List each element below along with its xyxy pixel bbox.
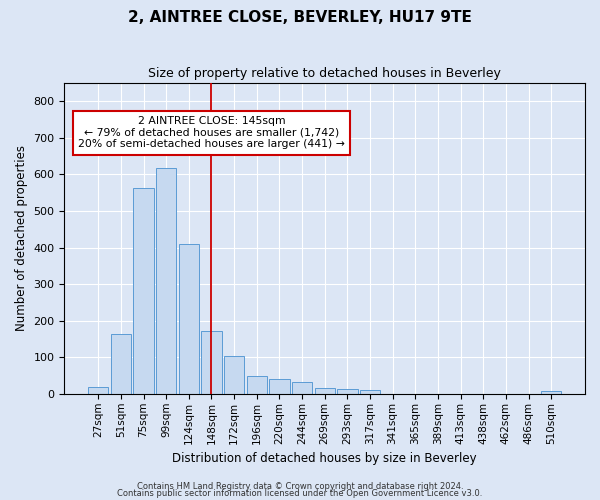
- Bar: [224, 356, 244, 394]
- Bar: [541, 392, 562, 394]
- Bar: [314, 388, 335, 394]
- Title: Size of property relative to detached houses in Beverley: Size of property relative to detached ho…: [148, 68, 501, 80]
- Bar: [201, 331, 221, 394]
- Text: Contains public sector information licensed under the Open Government Licence v3: Contains public sector information licen…: [118, 490, 482, 498]
- Bar: [247, 376, 267, 394]
- Text: 2 AINTREE CLOSE: 145sqm
← 79% of detached houses are smaller (1,742)
20% of semi: 2 AINTREE CLOSE: 145sqm ← 79% of detache…: [78, 116, 345, 149]
- Bar: [179, 244, 199, 394]
- X-axis label: Distribution of detached houses by size in Beverley: Distribution of detached houses by size …: [172, 452, 477, 465]
- Y-axis label: Number of detached properties: Number of detached properties: [15, 146, 28, 332]
- Text: 2, AINTREE CLOSE, BEVERLEY, HU17 9TE: 2, AINTREE CLOSE, BEVERLEY, HU17 9TE: [128, 10, 472, 25]
- Bar: [360, 390, 380, 394]
- Bar: [133, 188, 154, 394]
- Bar: [292, 382, 312, 394]
- Text: Contains HM Land Registry data © Crown copyright and database right 2024.: Contains HM Land Registry data © Crown c…: [137, 482, 463, 491]
- Bar: [269, 380, 290, 394]
- Bar: [156, 168, 176, 394]
- Bar: [88, 388, 109, 394]
- Bar: [111, 334, 131, 394]
- Bar: [337, 389, 358, 394]
